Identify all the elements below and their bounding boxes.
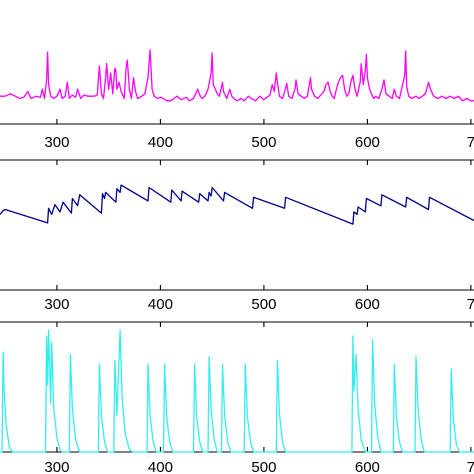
x-tick-label: 7 [467, 296, 474, 313]
x-tick-label: 600 [355, 459, 380, 474]
panel-1: 300 400 500 600 7 [0, 49, 474, 151]
x-tick-label: 400 [148, 459, 173, 474]
series-line-1 [0, 49, 474, 102]
x-tick-label: 400 [148, 134, 173, 151]
x-tick-label: 600 [355, 134, 380, 151]
x-tick-label: 300 [44, 296, 69, 313]
x-tick-label: 7 [467, 459, 474, 474]
panel-2: 300 400 500 600 7 [0, 159, 474, 313]
x-tick-label: 500 [251, 134, 276, 151]
x-tick-label: 7 [467, 134, 474, 151]
series-line-2 [0, 184, 474, 225]
x-tick-label: 600 [355, 296, 380, 313]
x-tick-label: 500 [251, 296, 276, 313]
x-tick-label: 500 [251, 459, 276, 474]
x-tick-label: 400 [148, 296, 173, 313]
panel-3: 300 400 500 600 7 [0, 321, 474, 474]
x-tick-label: 300 [44, 459, 69, 474]
x-tick-label: 300 [44, 134, 69, 151]
series-line-3 [0, 329, 474, 453]
